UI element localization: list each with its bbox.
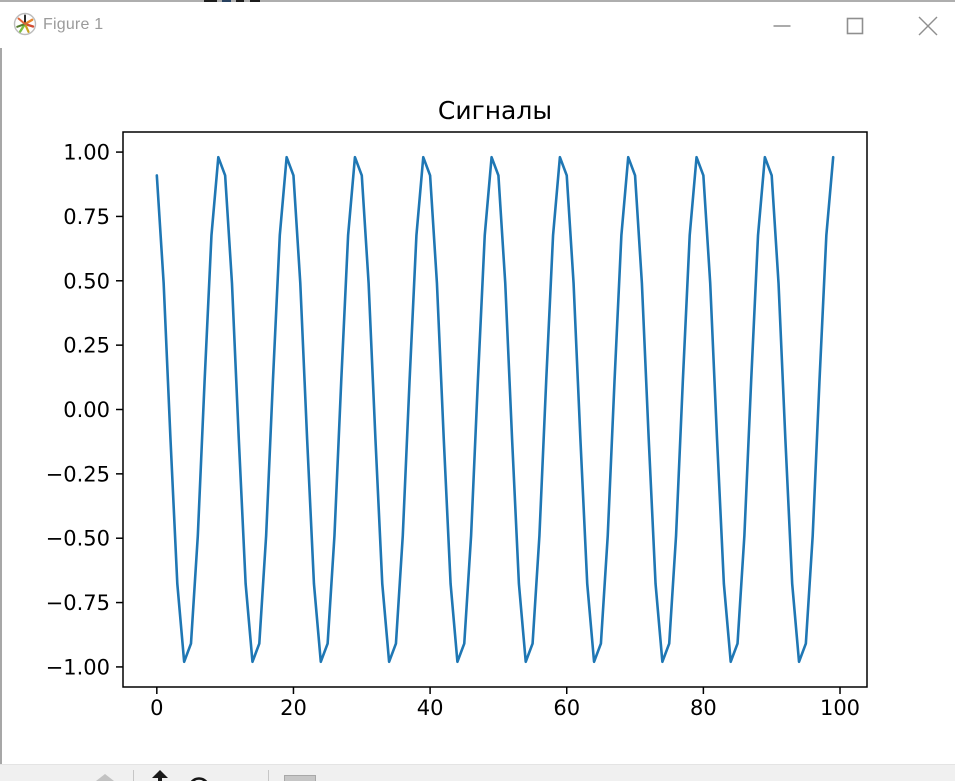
signal-line (157, 157, 833, 662)
y-tick-label: 0.00 (63, 398, 110, 422)
toolbar-separator (268, 770, 269, 781)
y-tick-label: −0.25 (46, 462, 110, 486)
x-tick-label: 20 (280, 696, 307, 720)
x-tick-label: 40 (417, 696, 444, 720)
y-tick-label: −0.75 (46, 591, 110, 615)
x-tick-label: 80 (690, 696, 717, 720)
minimize-icon (773, 17, 791, 35)
navigation-toolbar (0, 764, 955, 781)
x-tick-label: 0 (150, 696, 163, 720)
maximize-button[interactable] (832, 4, 878, 48)
y-tick-label: 0.25 (63, 334, 110, 358)
y-tick-label: 0.50 (63, 269, 110, 293)
axes-spines (123, 132, 867, 687)
toolbar-separator (133, 770, 134, 781)
titlebar[interactable]: Figure 1 (0, 2, 955, 48)
window-title: Figure 1 (43, 16, 103, 34)
x-tick-label: 60 (553, 696, 580, 720)
y-tick-label: −1.00 (46, 655, 110, 679)
figure-canvas: 0 20 40 60 80 100 1.00 0.75 0.50 0.25 0.00 −0.25 −0.… (0, 48, 955, 764)
close-icon (918, 16, 938, 36)
matplotlib-logo-icon (13, 12, 37, 36)
save-icon[interactable] (284, 775, 316, 781)
minimize-button[interactable] (759, 4, 805, 48)
y-tick-label: −0.50 (46, 527, 110, 551)
pan-icon[interactable] (152, 770, 168, 778)
x-tick-label: 100 (820, 696, 860, 720)
close-button[interactable] (905, 4, 951, 48)
maximize-icon (846, 17, 864, 35)
y-tick-label: 0.75 (63, 205, 110, 229)
y-tick-label: 1.00 (63, 141, 110, 165)
